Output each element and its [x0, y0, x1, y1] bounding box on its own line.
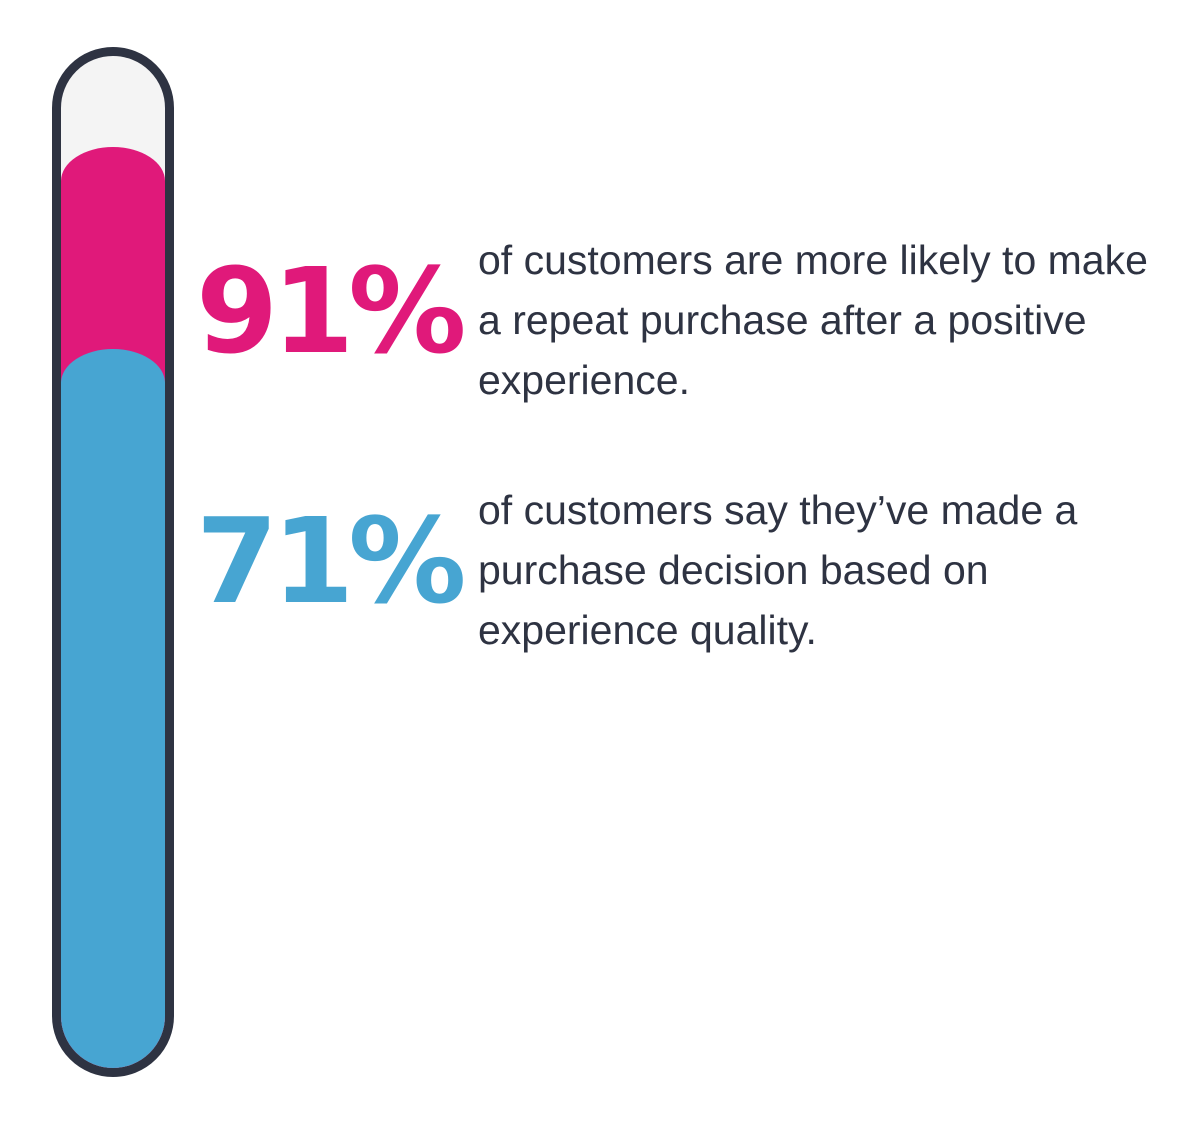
stat-value-91: 91% — [196, 242, 466, 380]
stat-text-purchase-decision: of customers say they’ve made a purchase… — [478, 487, 1078, 653]
stat-row-repeat-purchase: 91% of customers are more likely to make… — [196, 232, 1158, 410]
stat-row-purchase-decision: 71% of customers say they’ve made a purc… — [196, 482, 1158, 660]
percentage-gauge — [52, 47, 174, 1077]
stat-text-repeat-purchase: of customers are more likely to make a r… — [478, 237, 1148, 403]
gauge-fill-71 — [61, 349, 165, 1068]
stat-value-71: 71% — [196, 492, 466, 630]
